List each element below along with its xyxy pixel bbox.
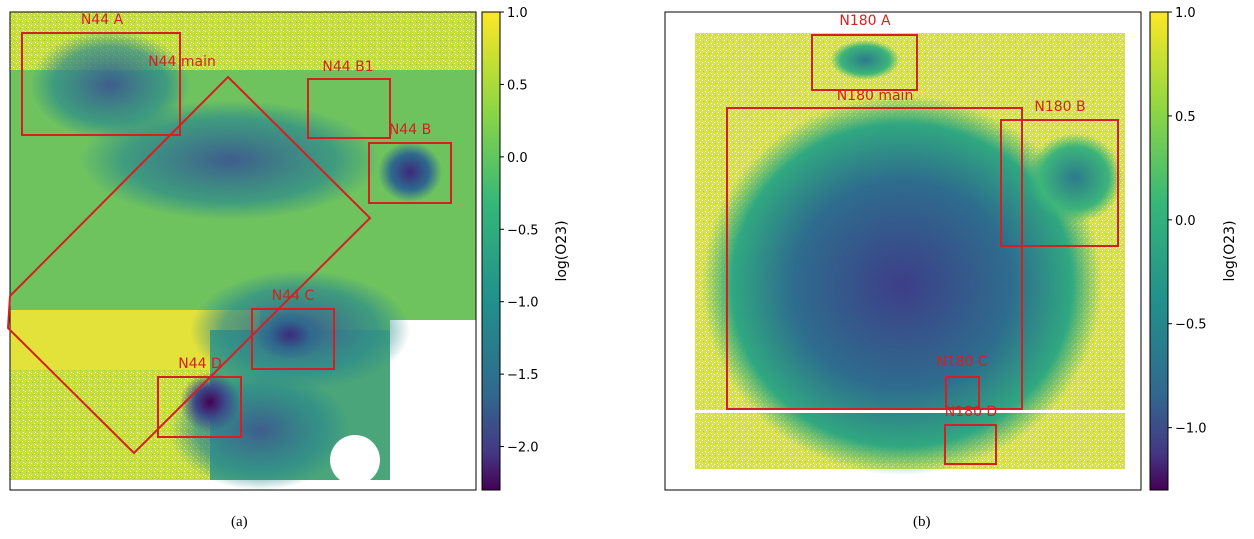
region-box-n44-a	[21, 32, 181, 136]
colorbar-tick-label: −1.5	[507, 368, 539, 383]
colorbar-label-a: log(O23)	[554, 220, 570, 281]
region-box-n180-c	[945, 376, 980, 409]
region-box-n44-b	[368, 142, 452, 204]
caption-b: (b)	[913, 514, 931, 530]
colorbar-tick-label: −0.5	[1175, 318, 1207, 333]
region-label-n44-a: N44 A	[81, 12, 124, 28]
region-box-n44-d	[157, 376, 242, 438]
colorbar-tick-label: −1.0	[507, 296, 539, 311]
region-box-n44-b1	[307, 78, 391, 139]
region-label-n44-d: N44 D	[178, 356, 222, 372]
region-box-n180-d	[944, 424, 997, 465]
n180-image-frame	[664, 11, 1142, 491]
n44-image-frame	[9, 11, 477, 491]
region-label-n180-b: N180 B	[1034, 99, 1085, 115]
panel-a: N44 A N44 main N44 B1 N44 B N44 C N44 D …	[6, 6, 570, 491]
colorbar-tick-label: −2.0	[507, 441, 539, 456]
region-box-n44-c	[251, 308, 335, 370]
region-label-n44-b: N44 B	[389, 122, 431, 138]
n180-regions	[726, 34, 1119, 465]
region-box-n180-a	[811, 34, 918, 91]
colorbar-b: 1.0 0.5 0.0 −0.5 −1.0 log(O23)	[1149, 6, 1238, 491]
region-label-n180-c: N180 C	[936, 354, 988, 370]
region-label-n44-main: N44 main	[148, 54, 216, 70]
colorbar-tick-label: −0.5	[507, 223, 539, 238]
colorbar-tick-label: 0.5	[507, 78, 528, 93]
region-box-n180-b	[1000, 119, 1119, 247]
colorbar-label-b: log(O23)	[1222, 220, 1238, 281]
region-label-n44-c: N44 C	[272, 288, 315, 304]
region-label-n180-main: N180 main	[837, 88, 914, 104]
colorbar-a: 1.0 0.5 0.0 −0.5 −1.0 −1.5 −2.0 log(O23)	[481, 6, 570, 491]
colorbar-tick-label: 1.0	[507, 6, 528, 21]
n180-image	[665, 12, 1141, 490]
n44-image	[10, 12, 476, 490]
colorbar-tick-label: 1.0	[1175, 6, 1196, 21]
caption-a: (a)	[231, 514, 248, 530]
region-label-n180-a: N180 A	[839, 13, 891, 29]
region-label-n44-b1: N44 B1	[322, 59, 373, 75]
colorbar-tick-label: 0.5	[1175, 110, 1196, 125]
n44-regions	[6, 32, 452, 455]
colorbar-tick-label: −1.0	[1175, 422, 1207, 437]
region-label-n180-d: N180 D	[945, 404, 997, 420]
region-box-n180-main	[726, 107, 1023, 410]
colorbar-tick-label: 0.0	[1175, 214, 1196, 229]
region-box-n44-main	[6, 75, 372, 455]
panel-b: N180 A N180 main N180 B N180 C N180 D 1.…	[664, 6, 1238, 491]
colorbar-tick-label: 0.0	[507, 151, 528, 166]
